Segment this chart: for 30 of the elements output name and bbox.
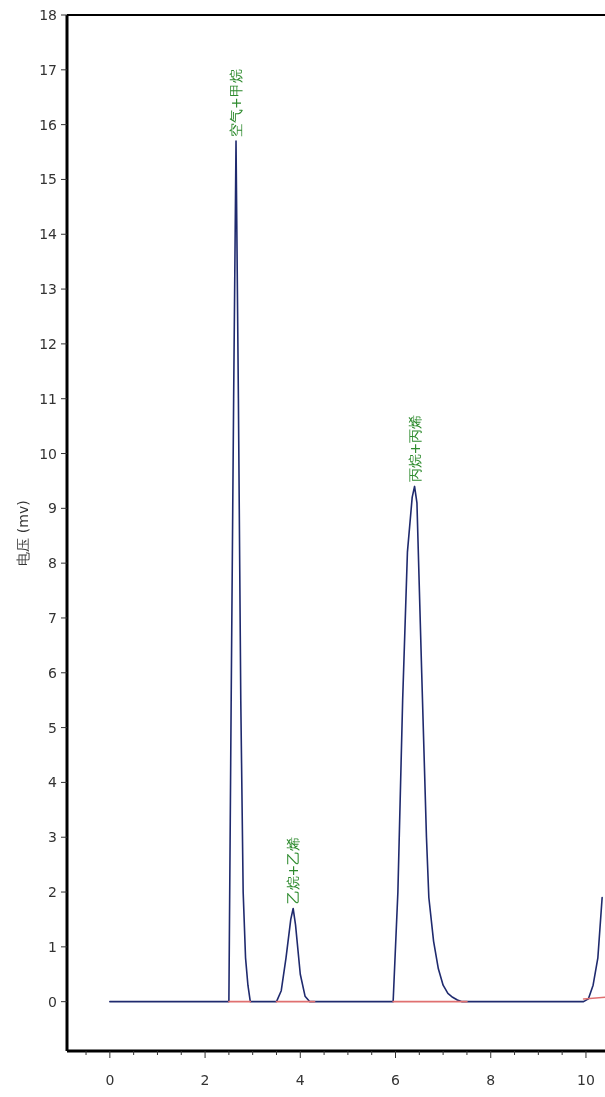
y-tick-label: 9: [48, 500, 57, 517]
y-tick-label: 11: [39, 390, 57, 407]
y-tick-label: 13: [39, 281, 57, 298]
y-tick-label: 3: [48, 829, 57, 846]
y-tick-label: 5: [48, 719, 57, 736]
y-tick-label: 14: [39, 226, 58, 243]
annotation: 乙烷+乙烯: [285, 836, 302, 905]
y-tick-label: 12: [39, 335, 57, 352]
y-tick-label: 6: [48, 664, 58, 681]
x-tick-label: 6: [391, 1072, 401, 1088]
x-tick-label: 2: [200, 1072, 210, 1088]
x-tick-label: 0: [105, 1072, 115, 1088]
y-tick-label: 8: [48, 555, 57, 572]
y-tick-label: 7: [48, 609, 57, 626]
y-tick-label: 16: [39, 116, 58, 133]
y-axis-title: 电压 (mv): [15, 500, 31, 566]
y-tick-label: 2: [48, 884, 57, 901]
x-tick-label: 8: [486, 1072, 496, 1088]
line-series: [109, 140, 603, 1003]
y-tick-label: 1: [48, 938, 57, 955]
y-tick-label: 15: [39, 171, 57, 188]
y-tick-label: 18: [39, 7, 57, 23]
y-tick-label: 10: [39, 445, 57, 462]
y-tick-label: 17: [39, 61, 57, 78]
x-tick-label: 10: [577, 1072, 595, 1088]
x-tick-label: 4: [295, 1072, 305, 1088]
y-tick-label: 4: [48, 774, 58, 791]
annotation: 丙烷+丙烯: [406, 414, 423, 483]
y-tick-label: 0: [48, 993, 57, 1010]
annotation: 空气+甲烷: [228, 69, 245, 138]
